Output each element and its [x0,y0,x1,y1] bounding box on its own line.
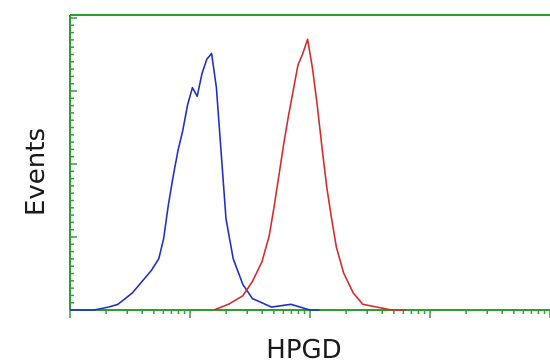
y-axis-label: Events [21,128,51,216]
axis-ticks [69,17,550,318]
hpgd-histogram-line [213,38,406,311]
series-layer [70,38,406,311]
x-axis-label: HPGD [266,335,341,364]
control-histogram-line [70,52,320,311]
